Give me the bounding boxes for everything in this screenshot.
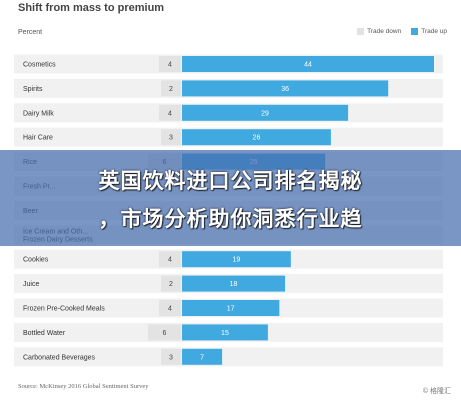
data-label-trade-down: 6 (163, 330, 167, 337)
watermark: © 格隆汇 (422, 388, 451, 395)
data-label-trade-up: 44 (304, 62, 312, 69)
category-label: Dairy Milk (23, 110, 54, 117)
overlay-headline-2: ，市场分析助你洞悉行业趋 (98, 207, 363, 231)
bar-trade-down (148, 324, 181, 341)
data-label-trade-down: 4 (168, 110, 172, 117)
legend-swatch-trade-down (357, 28, 365, 35)
category-label: Hair Care (23, 135, 53, 142)
legend-label-trade-down: Trade down (367, 28, 402, 35)
data-label-trade-up: 17 (227, 306, 235, 313)
data-label-trade-down: 4 (168, 257, 172, 264)
axis-caption: Percent (18, 29, 43, 36)
bar-trade-down (161, 129, 181, 146)
row-band (14, 347, 443, 367)
category-label: Frozen Pre-Cooked Meals (23, 306, 105, 313)
data-label-trade-down: 3 (169, 135, 173, 142)
bar-trade-down (161, 80, 181, 97)
chart-legend: Trade down Trade up (357, 28, 447, 35)
bar-trade-down (159, 104, 181, 121)
bar-trade-down (159, 56, 181, 72)
bar-trade-up (182, 324, 268, 341)
data-label-trade-down: 2 (169, 281, 173, 288)
legend-item-trade-up: Trade up (411, 28, 447, 35)
data-label-trade-down: 2 (169, 86, 173, 93)
bar-trade-down (161, 348, 181, 365)
bar-trade-up (182, 251, 291, 268)
data-label-trade-up: 19 (233, 257, 241, 264)
data-label-trade-up: 7 (200, 354, 204, 361)
category-label: Bottled Water (23, 330, 66, 337)
bar-trade-up (182, 129, 331, 146)
bar-trade-up (182, 104, 349, 121)
category-label: Spirits (23, 86, 43, 93)
bar-trade-up (182, 80, 389, 97)
bar-trade-down (161, 275, 181, 292)
data-label-trade-up: 29 (261, 110, 269, 117)
bar-trade-down (159, 251, 181, 268)
legend-swatch-trade-up (411, 28, 419, 35)
data-label-trade-up: 36 (281, 86, 289, 93)
chart-title: Shift from mass to premium (18, 2, 165, 14)
data-label-trade-up: 26 (253, 135, 261, 142)
bar-trade-up (182, 300, 280, 316)
category-label: Juice (23, 281, 39, 288)
legend-label-trade-up: Trade up (421, 28, 447, 35)
data-label-trade-up: 18 (230, 281, 238, 288)
overlay-headline-1: 英国饮料进口公司排名揭秘 (98, 169, 363, 193)
bar-trade-down (159, 300, 181, 316)
category-label: Carbonated Beverages (23, 354, 95, 361)
bar-trade-up (182, 56, 434, 72)
data-label-trade-down: 4 (168, 62, 172, 69)
bar-trade-up (182, 348, 223, 365)
category-label: Cosmetics (23, 62, 56, 69)
overlay-banner (0, 150, 461, 246)
chart-source: Source: McKinsey 2016 Global Sentiment S… (18, 383, 149, 390)
category-label: Cookies (23, 257, 49, 264)
legend-item-trade-down: Trade down (357, 28, 401, 35)
bar-trade-up (182, 275, 286, 292)
data-label-trade-down: 4 (168, 306, 172, 313)
data-label-trade-up: 15 (221, 330, 229, 337)
data-label-trade-down: 3 (169, 354, 173, 361)
